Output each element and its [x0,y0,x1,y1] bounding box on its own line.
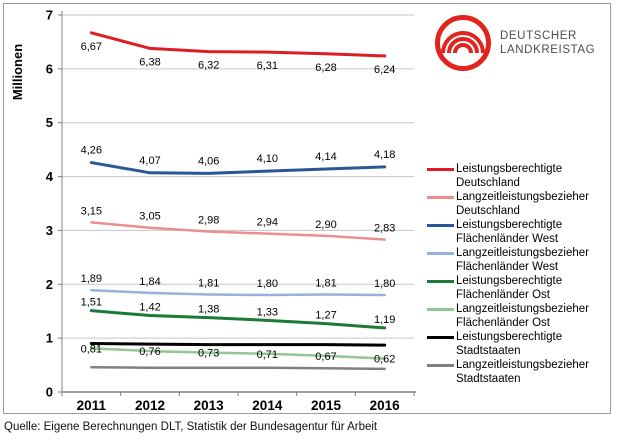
legend-swatch [427,336,454,339]
data-label: 1,27 [315,310,336,322]
data-label: 1,81 [198,278,219,290]
series-line-2 [89,161,387,175]
data-label: 4,07 [139,155,160,167]
legend-swatch [427,168,454,171]
legend-label: Leistungsberechtigte Deutschland [456,163,563,189]
data-label: 1,80 [374,278,395,290]
series-line-4 [89,309,387,330]
series-line-0 [89,31,387,58]
legend-label: Leistungsberechtigte Flächenländer West [456,219,563,245]
dlt-logo-icon [435,15,491,71]
data-label: 3,05 [139,211,160,223]
legend-item-2: Leistungsberechtigte Flächenländer West [427,218,609,246]
y-tick-label: 5 [46,115,53,130]
data-label: 1,51 [81,297,102,309]
data-label: 4,10 [257,153,278,165]
source-note: Quelle: Eigene Berechnungen DLT, Statist… [4,421,378,433]
series-line-5 [90,347,386,360]
data-label: 0,73 [198,348,219,360]
data-label: 6,28 [315,62,336,74]
legend-label: Langzeitleistungsbezieher Stadtstaaten [456,359,589,385]
data-label: 1,81 [315,278,336,290]
legend-label: Leistungsberechtigte Stadtstaaten [456,331,563,357]
series-line-6 [89,342,387,347]
data-label: 6,31 [257,60,278,72]
legend-label: Langzeitleistungsbezieher Flächenländer … [456,303,589,329]
data-label: 2,94 [257,217,278,229]
chart-figure: 0 1 2 3 4 5 6 7 2011 2012 2013 2014 2015 2016 Millione… [3,3,611,414]
y-tick-label: 6 [46,61,53,76]
legend-item-6: Leistungsberechtigte Stadtstaaten [427,330,609,358]
legend-swatch [427,224,454,227]
legend-item-7: Langzeitleistungsbezieher Stadtstaaten [427,358,609,386]
data-label: 1,19 [374,314,395,326]
x-tick-label: 2012 [135,398,165,413]
x-tick-label: 2011 [77,398,107,413]
data-label: 1,80 [257,278,278,290]
legend-swatch [427,252,454,255]
data-label: 3,15 [81,205,102,217]
series-line-1 [90,221,386,241]
data-label: 1,84 [139,276,160,288]
x-tick-label: 2014 [252,398,283,413]
y-axis-title: Millionen [10,44,25,100]
legend-swatch [427,196,454,199]
data-label: 0,76 [139,346,160,358]
y-tick-label: 3 [46,223,53,238]
data-label: 6,32 [198,60,219,72]
dlt-logo-line2: LANDKREISTAG [500,44,596,56]
data-label: 0,67 [315,351,336,363]
data-label: 2,98 [198,215,219,227]
data-label: 2,83 [374,223,395,235]
data-label: 2,90 [315,219,336,231]
series-line-3 [90,288,386,297]
y-tick-label: 4 [46,169,54,184]
data-label: 6,67 [81,41,102,53]
dlt-logo: DEUTSCHER LANDKREISTAG [434,14,595,72]
data-label: 0,81 [81,343,102,355]
data-label: 4,06 [198,155,219,167]
dlt-logo-line1: DEUTSCHER [500,30,577,42]
legend-item-5: Langzeitleistungsbezieher Flächenländer … [427,302,609,330]
legend-swatch [427,308,454,311]
y-tick-label: 7 [46,8,53,23]
y-tick-label: 0 [46,385,53,400]
data-label: 4,26 [81,145,102,157]
legend-swatch [427,280,454,283]
legend-swatch [427,364,454,367]
line-chart: 0 1 2 3 4 5 6 7 2011 2012 2013 2014 2015 2016 Millione… [10,8,416,413]
data-label: 0,71 [257,349,278,361]
data-label: 1,42 [139,302,160,314]
x-tick-label: 2013 [194,398,225,413]
data-label: 6,24 [374,64,395,76]
data-label: 1,38 [198,304,219,316]
legend-label: Langzeitleistungsbezieher Deutschland [456,191,589,217]
legend-label: Langzeitleistungsbezieher Flächenländer … [456,247,589,273]
legend: Leistungsberechtigte Deutschland Langzeit… [427,162,609,386]
x-tick-label: 2016 [370,398,401,413]
series-line-7 [90,365,386,371]
data-label: 4,18 [374,149,395,161]
data-label: 6,38 [139,56,160,68]
y-tick-label: 1 [46,331,53,346]
y-tick-label: 2 [46,277,53,292]
legend-item-0: Leistungsberechtigte Deutschland [427,162,609,190]
data-label: 1,89 [81,273,102,285]
legend-item-4: Leistungsberechtigte Flächenländer Ost [427,274,609,302]
legend-item-3: Langzeitleistungsbezieher Flächenländer … [427,246,609,274]
dlt-logo-text: DEUTSCHER LANDKREISTAG [500,29,595,57]
legend-label: Leistungsberechtigte Flächenländer Ost [456,275,563,301]
data-label: 0,62 [374,354,395,366]
data-label: 4,14 [315,151,336,163]
x-tick-label: 2015 [311,398,342,413]
legend-item-1: Langzeitleistungsbezieher Deutschland [427,190,609,218]
data-label: 1,33 [257,306,278,318]
